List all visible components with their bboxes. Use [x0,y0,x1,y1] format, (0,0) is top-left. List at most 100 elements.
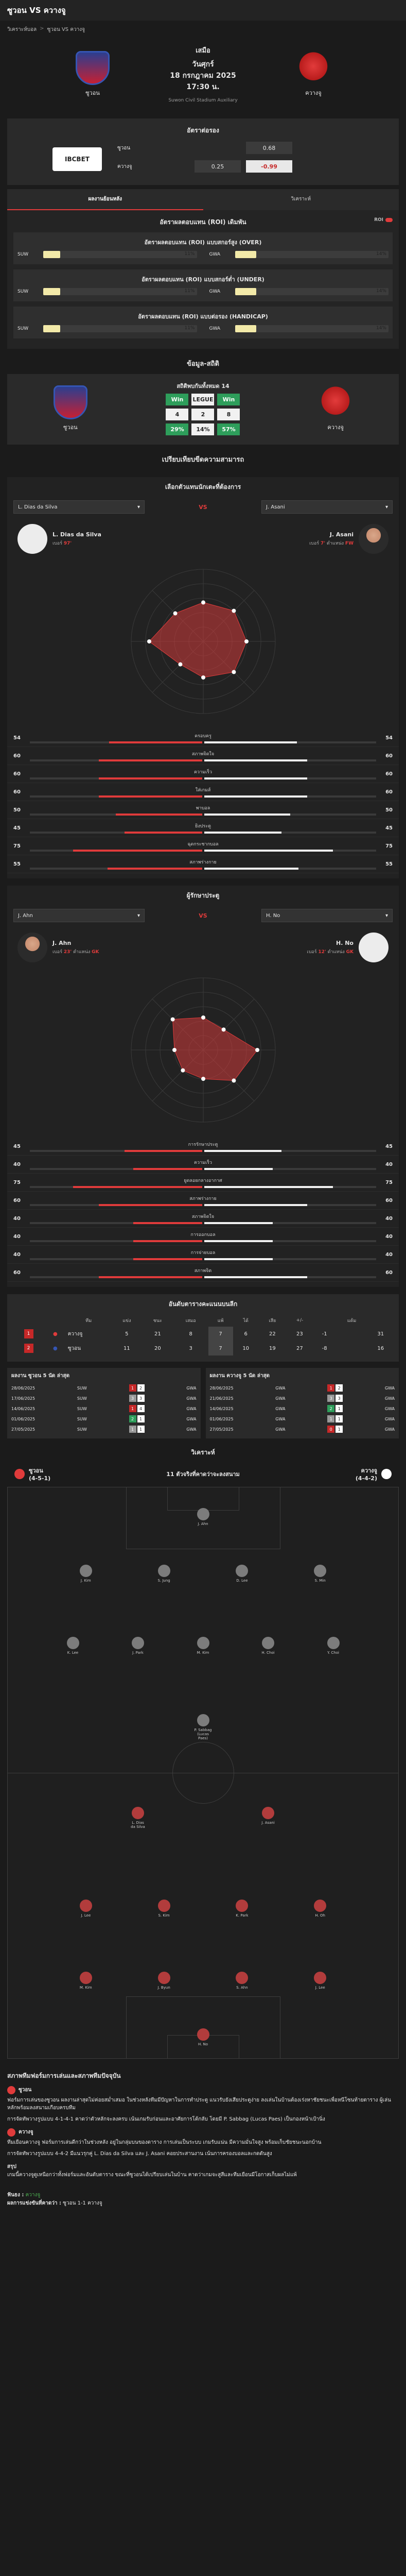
recent-match-team1: SUW [77,1396,87,1401]
recent-match-row[interactable]: 17/06/2025 SUW 3 3 GWA [11,1393,197,1403]
compare-title: ผู้รักษาประตู [186,892,220,899]
recent-match-row[interactable]: 01/06/2025 SUW 2 1 GWA [11,1414,197,1424]
recent-match-row[interactable]: 01/06/2025 GWA 1 1 GWA [210,1414,395,1424]
radar-polygon [172,1017,258,1081]
away-team[interactable]: ควางจู [283,50,344,97]
breadcrumb-home[interactable]: วิเคราะห์บอล [7,27,37,32]
player-shirt-icon [132,1807,144,1819]
recent-match-row[interactable]: 21/06/2025 GWA 3 3 GWA [210,1393,395,1403]
stat-bar-pair [30,795,376,798]
home-team[interactable]: ซูวอน [62,50,123,97]
score-away: 1 [336,1405,343,1412]
away-lineup-player[interactable]: H. No [195,2028,212,2046]
home-lineup-player[interactable]: P. Sabbag (Lucas Paes) [195,1714,212,1740]
odds-price[interactable]: -0.99 [246,160,292,173]
recent-match-row[interactable]: 28/06/2025 GWA 1 2 GWA [210,1383,395,1393]
player-position: FW [345,541,354,546]
analysis-home-text2: การจัดทัพวางรูปแบบ 4-1-4-1 คาดว่าตัวหลัก… [7,2116,325,2122]
away-lineup-player[interactable]: J. Lee [311,1972,329,1990]
stat-bar-left [30,777,202,779]
recent-match-team1: SUW [77,1416,87,1421]
roi-bars: SUW 11% GWA 14% [13,288,393,301]
standings-cell: 21 [154,1331,161,1337]
home-lineup-player[interactable]: S. Min [311,1565,329,1583]
away-lineup-player[interactable]: J. Byun [155,1972,173,1990]
standings-cell: 11 [123,1345,130,1351]
away-lineup-player[interactable]: L. Dias da Silva [129,1807,147,1829]
stat-bars: ใส่เกมส์ [30,786,376,798]
odds-price[interactable]: 0.68 [246,142,292,154]
home-lineup-player[interactable]: J. Kim [77,1565,95,1583]
player-compare: ผู้รักษาประตู J. Ahn ▾ VS H. No ▾ J. Ahn เบอร์ … [7,886,399,1287]
roi-toggle[interactable]: ROI [374,217,393,223]
stat-row: 60 ใส่เกมส์ 60 [7,783,399,801]
lineup-player-name: S. Ahn [236,1986,248,1990]
center-circle [172,1742,234,1804]
right-player-select[interactable]: J. Asani ▾ [261,500,393,514]
away-lineup-player[interactable]: K. Park [233,1900,251,1918]
right-player-select[interactable]: H. No ▾ [261,909,393,922]
home-lineup-player[interactable]: M. Kim [195,1637,212,1655]
lineup-away: ควางจู (4-4-2) [356,1466,392,1482]
away-lineup-player[interactable]: M. Kim [77,1972,95,1990]
home-lineup-player[interactable]: K. Lee [64,1637,82,1655]
roi-bars: SUW 11% GWA 14% [13,251,393,264]
left-player-select[interactable]: J. Ahn ▾ [13,909,145,922]
match-venue: Suwon Civil Stadium Auxiliary [168,98,238,103]
stat-bar-left [30,832,202,834]
roi-toggle-label: ROI [374,217,383,223]
recent-match-date: 28/06/2025 [11,1385,36,1391]
stat-bar-left [30,741,202,743]
roi-percent: 14% [376,251,386,257]
away-lineup-player[interactable]: J. Asani [259,1807,277,1825]
stat-bar-pair [30,777,376,779]
left-player-select[interactable]: L. Dias da Silva ▾ [13,500,145,514]
recent-match-row[interactable]: 14/06/2025 GWA 2 1 GWA [210,1403,395,1414]
table-row[interactable]: 2 ● ซูวอน 11 20 3 7 10 19 27 -8 16 [12,1341,394,1355]
player-shirt-icon [236,1900,249,1912]
stat-bar-pair [30,1204,376,1206]
standings-cell: -8 [322,1345,327,1351]
player-info: L. Dias da Silva เบอร์ 97' [52,531,101,547]
standings-cell: 22 [269,1331,276,1337]
away-lineup-player[interactable]: J. Lee [77,1900,95,1918]
tab-analysis[interactable]: วิเคราะห์ [291,196,311,202]
recent-match-team1: GWA [275,1396,286,1401]
recent-match-team2: GWA [384,1385,395,1391]
player-shirt-icon [157,1900,170,1912]
stat-bar-pair [30,868,376,870]
stat-bar-left [30,850,202,852]
home-lineup-player[interactable]: Y. Choi [325,1637,342,1655]
standings-cell: 8 [189,1331,192,1337]
position-badge: 2 [24,1344,33,1353]
standings-cell: 19 [269,1345,276,1351]
radar-point [255,1048,259,1052]
tab-recent-form[interactable]: ผลงานย้อนหลัง [7,189,203,210]
away-lineup-player[interactable]: H. Oh [311,1900,329,1918]
home-lineup-player[interactable]: H. Choi [259,1637,277,1655]
home-lineup-player[interactable]: J. Park [129,1637,147,1655]
table-row[interactable]: 1 ● ควางจู 5 21 8 7 6 22 23 -1 31 [12,1327,394,1341]
standings-cell: 5 [125,1331,129,1337]
away-lineup-player[interactable]: S. Ahn [233,1972,251,1990]
score-value: ซูวอน 1-1 ควางจู [63,2200,102,2207]
roi-team-label: SUW [17,289,29,294]
recent-match-row[interactable]: 28/06/2025 SUW 1 2 GWA [11,1383,197,1393]
stat-bar-left-fill [133,1222,202,1224]
radar-point [201,1077,205,1081]
stat-bars: ฉุดกระชากบอล [30,840,376,852]
away-lineup-player[interactable]: S. Kim [155,1900,173,1918]
bookmaker-logo[interactable]: IBCBET [52,147,102,171]
home-lineup-player[interactable]: D. Lee [233,1565,251,1583]
stat-left-value: 75 [13,1179,21,1185]
home-lineup-player[interactable]: J. Ahn [195,1508,212,1526]
away-crest-icon [296,50,330,85]
home-lineup-player[interactable]: S. Jung [155,1565,173,1583]
recent-match-row[interactable]: 14/06/2025 SUW 1 4 GWA [11,1403,197,1414]
recent-match-row[interactable]: 27/05/2025 SUW 1 1 GWA [11,1424,197,1434]
player-compare: เลือกตัวแทนนักเตะที่ต้องการ L. Dias da Si… [7,477,399,878]
recent-form: ผลงาน ซูวอน 5 นัด ล่าสุด 28/06/2025 SUW 1 2… [7,1368,399,1438]
recent-match-row[interactable]: 27/05/2025 GWA 0 1 GWA [210,1424,395,1434]
player-shirt-icon [157,1972,170,1984]
stat-bar-right-fill [204,850,333,852]
